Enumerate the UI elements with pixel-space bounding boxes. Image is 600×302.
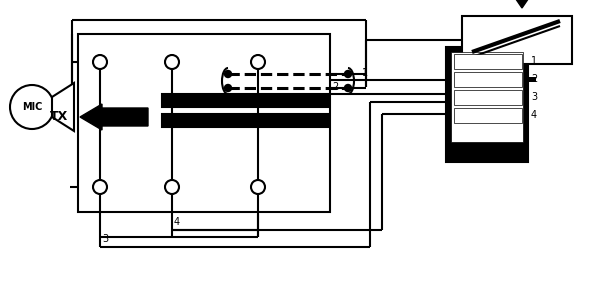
Bar (78, 34, 330, 212)
Text: 3: 3 (102, 234, 108, 244)
Bar (454, 54, 522, 69)
FancyArrow shape (515, 0, 530, 8)
Circle shape (224, 85, 232, 92)
Bar (462, 16, 572, 64)
Circle shape (224, 70, 232, 78)
Bar (454, 72, 522, 87)
Bar (162, 114, 328, 127)
Bar (446, 47, 528, 162)
Circle shape (251, 55, 265, 69)
Circle shape (344, 70, 352, 78)
Text: 3: 3 (531, 92, 537, 102)
FancyArrow shape (80, 104, 148, 130)
Text: 4: 4 (174, 217, 180, 227)
Circle shape (165, 180, 179, 194)
Bar (454, 90, 522, 105)
Bar (162, 94, 328, 107)
Circle shape (93, 55, 107, 69)
Text: 1: 1 (531, 56, 537, 66)
Text: 2: 2 (332, 82, 338, 92)
Circle shape (251, 180, 265, 194)
Text: TX: TX (50, 111, 68, 124)
Circle shape (10, 85, 54, 129)
Circle shape (165, 55, 179, 69)
Bar (454, 108, 522, 123)
Text: 4: 4 (531, 111, 537, 120)
Circle shape (93, 180, 107, 194)
Bar (508, 77, 536, 82)
Text: 2: 2 (531, 75, 537, 85)
Text: MIC: MIC (22, 102, 42, 112)
Bar (451, 52, 523, 142)
Polygon shape (52, 83, 74, 131)
Circle shape (344, 85, 352, 92)
Text: 1: 1 (362, 68, 368, 78)
